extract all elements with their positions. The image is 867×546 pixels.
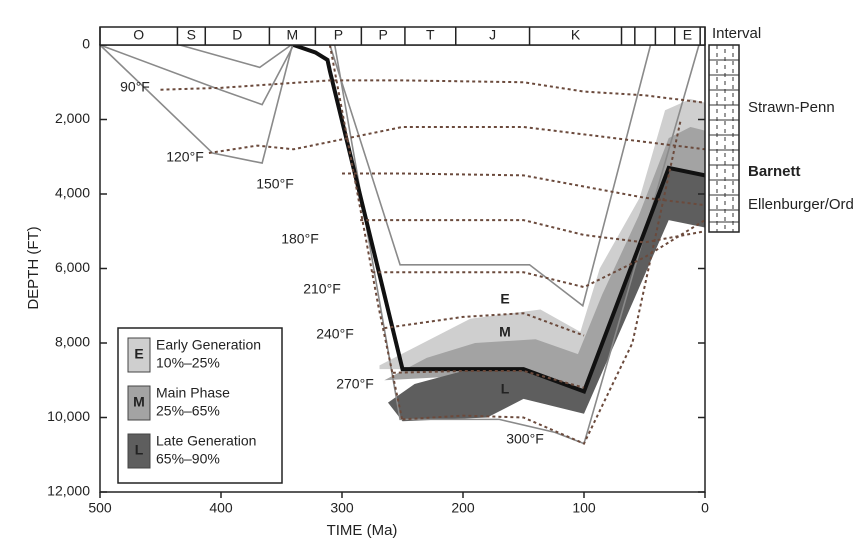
burial-curve <box>179 44 292 69</box>
y-tick-label: 2,000 <box>55 110 90 126</box>
y-tick-label: 8,000 <box>55 334 90 350</box>
isotherm <box>208 125 706 155</box>
x-tick-label: 400 <box>209 500 233 516</box>
legend-letter: L <box>135 442 144 458</box>
burial-curve <box>99 44 295 106</box>
interval-label: O <box>133 27 144 43</box>
isotherm-label: 300°F <box>506 431 544 447</box>
x-tick-label: 200 <box>451 500 475 516</box>
zone-letter: E <box>500 291 509 307</box>
isotherm <box>402 119 682 445</box>
legend-label: Early Generation <box>156 337 261 353</box>
interval-label: S <box>187 27 196 43</box>
legend-swatch <box>127 337 151 373</box>
interval-title: Interval <box>712 25 761 42</box>
y-tick-label: 0 <box>82 36 90 52</box>
legend-range: 25%–65% <box>156 403 220 419</box>
burial-curve <box>99 44 294 165</box>
interval-label: E <box>683 27 692 43</box>
formation-label: Barnett <box>748 163 801 180</box>
y-tick-label: 6,000 <box>55 259 90 275</box>
interval-label: P <box>378 27 387 43</box>
legend-swatch <box>127 385 151 421</box>
isotherm-label: 210°F <box>303 281 341 297</box>
zone-letter: L <box>501 381 510 397</box>
isotherm-label: 150°F <box>256 176 294 192</box>
isotherm-label: 90°F <box>120 79 150 95</box>
isotherm-label: 270°F <box>336 376 374 392</box>
legend-range: 65%–90% <box>156 451 220 467</box>
isotherm <box>392 369 585 389</box>
x-tick-label: 100 <box>572 500 596 516</box>
x-tick-label: 500 <box>88 500 112 516</box>
formation-label: Strawn-Penn <box>748 99 835 116</box>
legend-swatch <box>127 433 151 469</box>
isotherm-label: 240°F <box>316 326 354 342</box>
column-box <box>708 44 740 233</box>
interval-label: P <box>334 27 343 43</box>
legend-label: Main Phase <box>156 385 230 401</box>
legend-letter: E <box>134 346 143 362</box>
x-axis-label: TIME (Ma) <box>327 522 398 539</box>
interval-label: J <box>489 27 496 43</box>
isotherm-label: 120°F <box>166 149 204 165</box>
y-axis-label: DEPTH (FT) <box>25 226 42 309</box>
legend-label: Late Generation <box>156 433 256 449</box>
zone-letter: M <box>499 324 511 340</box>
y-tick-label: 10,000 <box>47 408 90 424</box>
interval-label: M <box>287 27 299 43</box>
isotherm-label: 180°F <box>281 231 319 247</box>
maturation-zone <box>387 167 705 422</box>
formation-label: Ellenburger/Ord <box>748 196 854 213</box>
x-tick-label: 300 <box>330 500 354 516</box>
y-tick-label: 4,000 <box>55 185 90 201</box>
isotherm <box>328 44 404 422</box>
interval-label: T <box>426 27 435 43</box>
legend-range: 10%–25% <box>156 355 220 371</box>
isotherm <box>160 79 706 104</box>
isotherm <box>342 172 706 207</box>
burial-curve <box>333 44 700 445</box>
interval-label: D <box>232 27 242 43</box>
interval-label: K <box>571 27 581 43</box>
burial-curve <box>329 44 652 308</box>
isotherm <box>372 219 706 289</box>
strat-column <box>708 44 740 233</box>
legend-letter: M <box>133 394 145 410</box>
x-tick-label: 0 <box>701 500 709 516</box>
y-tick-label: 12,000 <box>47 483 90 499</box>
isotherm <box>384 312 585 337</box>
column-pattern <box>709 45 739 232</box>
